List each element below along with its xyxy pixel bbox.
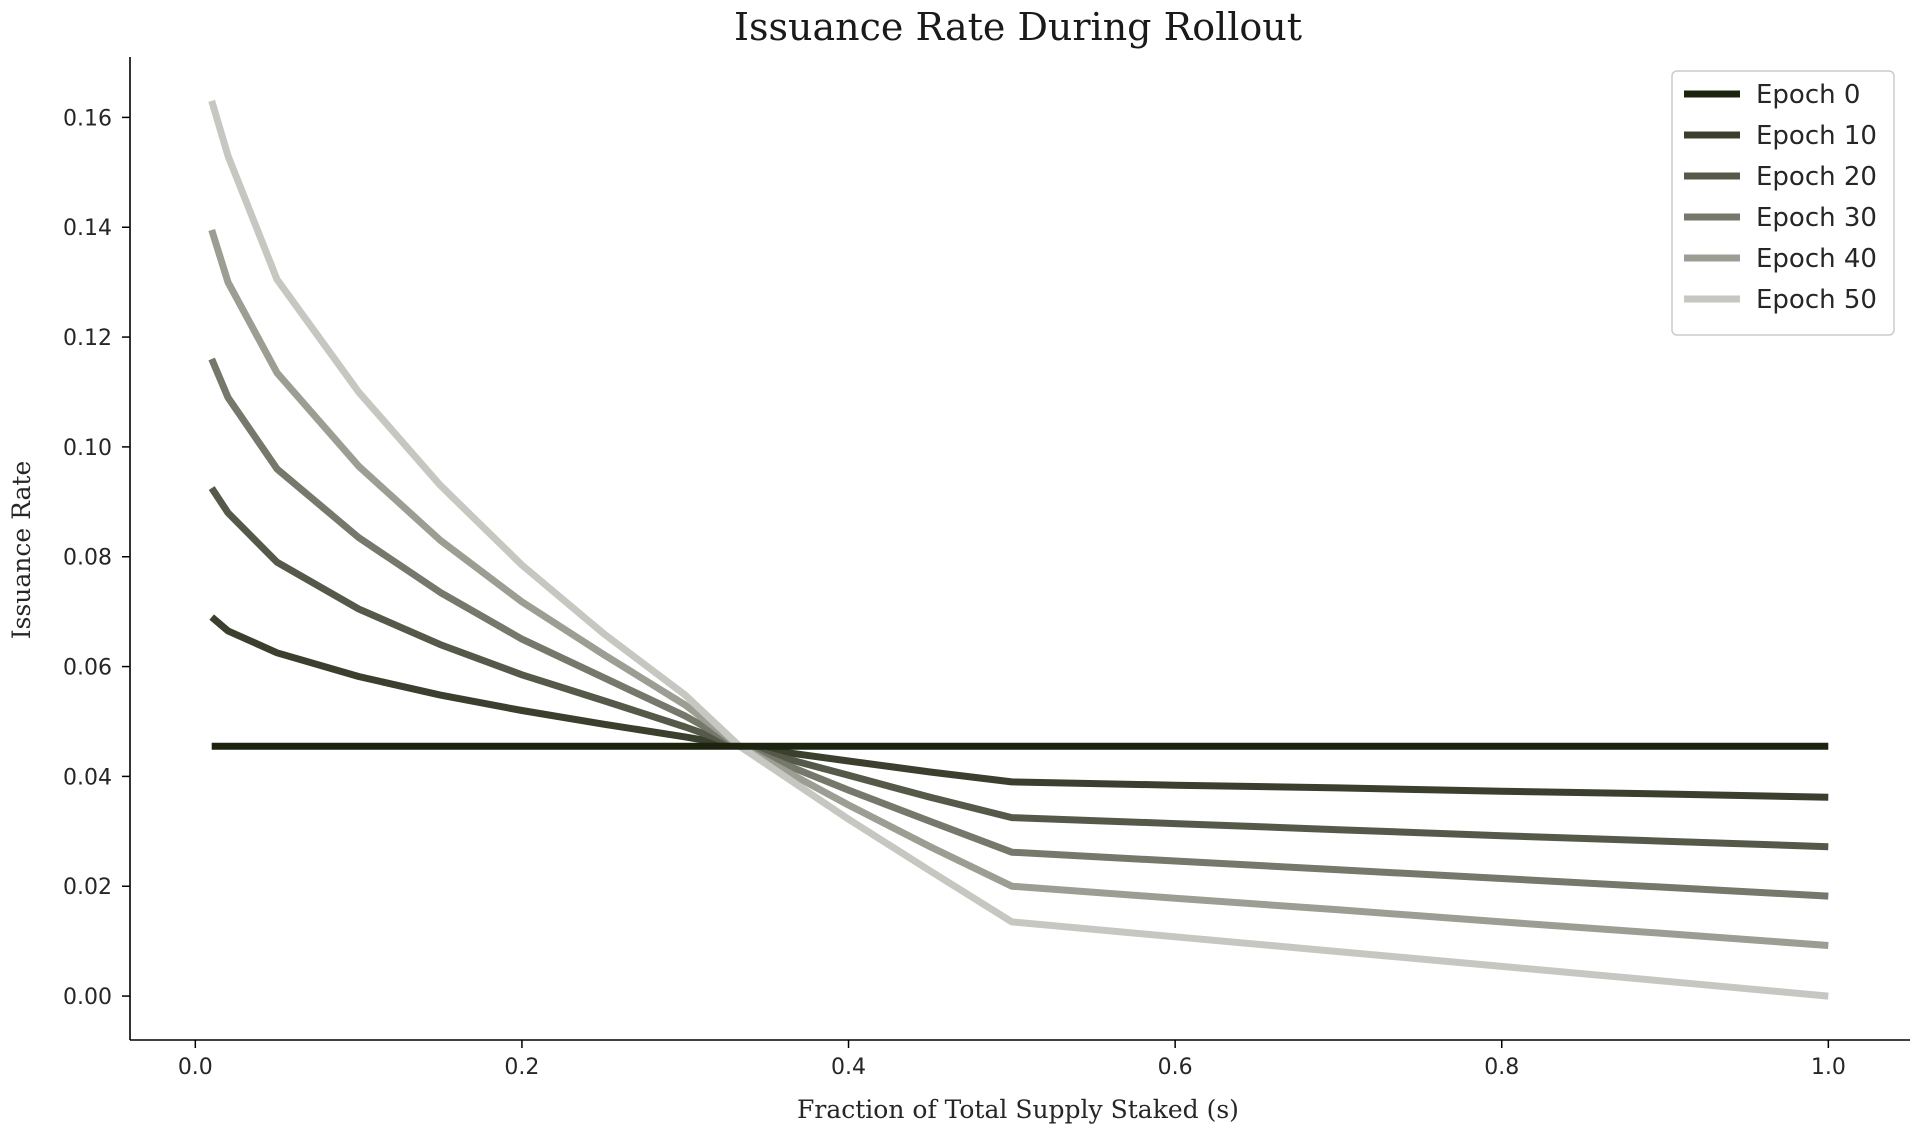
y-tick-label: 0.12	[63, 326, 112, 351]
chart-title: Issuance Rate During Rollout	[734, 5, 1302, 49]
y-axis-ticks: 0.00 0.02 0.04 0.06 0.08 0.10 0.12 0.14 0.16	[63, 106, 130, 1010]
legend-label: Epoch 40	[1756, 244, 1877, 274]
y-tick-label: 0.16	[63, 106, 112, 131]
y-tick-label: 0.00	[63, 985, 112, 1010]
legend-label: Epoch 0	[1756, 80, 1860, 110]
x-tick-label: 1.0	[1811, 1055, 1846, 1080]
y-tick-label: 0.08	[63, 546, 112, 571]
legend-label: Epoch 10	[1756, 121, 1877, 151]
x-tick-label: 0.2	[504, 1055, 539, 1080]
legend-label: Epoch 50	[1756, 285, 1877, 315]
y-tick-label: 0.14	[63, 216, 112, 241]
y-tick-label: 0.02	[63, 875, 112, 900]
y-tick-label: 0.10	[63, 436, 112, 461]
x-tick-label: 0.4	[831, 1055, 866, 1080]
y-tick-label: 0.06	[63, 656, 112, 681]
axes	[129, 57, 1910, 1041]
legend-label: Epoch 20	[1756, 162, 1877, 192]
x-tick-label: 0.8	[1484, 1055, 1519, 1080]
x-tick-label: 0.0	[178, 1055, 213, 1080]
x-axis-ticks: 0.0 0.2 0.4 0.6 0.8 1.0	[178, 1040, 1846, 1080]
x-axis-title: Fraction of Total Supply Staked (s)	[797, 1095, 1239, 1124]
legend: Epoch 0 Epoch 10 Epoch 20 Epoch 30 Epoch 40 E…	[1671, 70, 1895, 336]
x-tick-label: 0.6	[1158, 1055, 1193, 1080]
legend-label: Epoch 30	[1756, 203, 1877, 233]
y-tick-label: 0.04	[63, 765, 112, 790]
y-axis-title: Issuance Rate	[7, 461, 36, 640]
series-lines	[208, 99, 1829, 1000]
series-line-epoch-10	[209, 614, 1829, 801]
